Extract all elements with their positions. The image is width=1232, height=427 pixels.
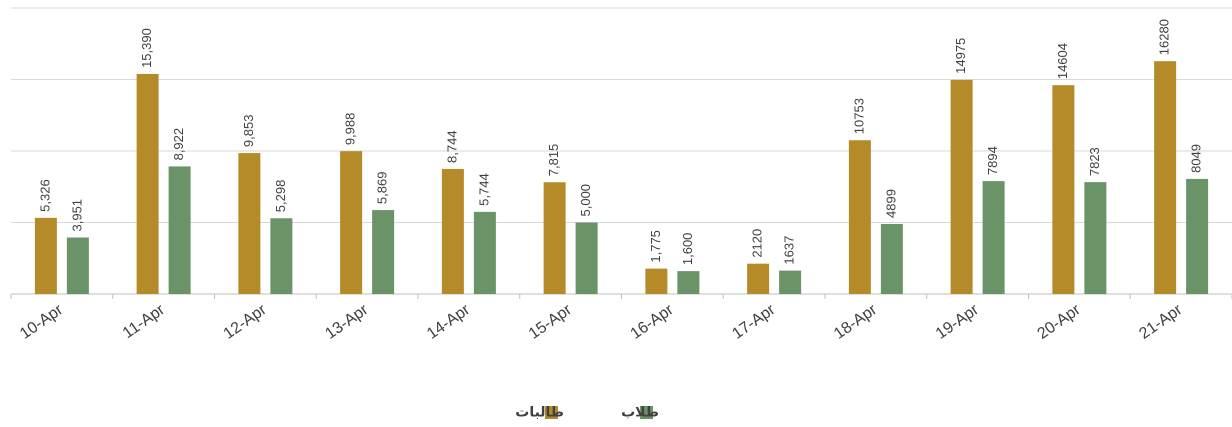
bar (34, 217, 57, 294)
value-label: 7823 (1087, 147, 1102, 176)
bar (848, 140, 871, 294)
value-label: 1,600 (680, 233, 695, 266)
value-label: 15,390 (139, 28, 154, 68)
value-label: 2120 (750, 229, 765, 258)
x-tick-label: 20-Apr (1035, 301, 1085, 343)
value-label: 5,000 (578, 184, 593, 217)
value-label: 4899 (883, 189, 898, 218)
bar (473, 211, 496, 294)
bar (677, 271, 700, 294)
bar (543, 182, 566, 294)
bar (168, 166, 191, 294)
bar (136, 73, 159, 294)
legend-label: طالبات (515, 404, 564, 420)
bar (880, 223, 903, 294)
value-label: 1,775 (648, 230, 663, 263)
bar (1186, 178, 1209, 294)
x-tick-label: 16-Apr (628, 301, 678, 343)
value-label: 14604 (1055, 43, 1070, 79)
bar (747, 263, 770, 294)
bar (340, 151, 363, 294)
value-label: 8,922 (171, 128, 186, 161)
x-tick-label: 17-Apr (729, 301, 779, 343)
value-label: 10753 (851, 98, 866, 134)
x-tick-label: 13-Apr (322, 301, 372, 343)
bar (66, 237, 89, 294)
value-label: 16280 (1157, 19, 1172, 55)
bar (372, 210, 395, 294)
value-label: 7,815 (546, 144, 561, 177)
bar (270, 218, 293, 294)
value-label: 14975 (953, 38, 968, 74)
x-tick-label: 11-Apr (120, 301, 169, 342)
value-label: 5,298 (273, 180, 288, 213)
value-label: 8,744 (444, 130, 459, 163)
legend-label: طلاب (621, 404, 659, 420)
bar (950, 79, 973, 294)
x-tick-label: 14-Apr (424, 301, 474, 343)
value-label: 8049 (1189, 144, 1204, 173)
value-label: 7894 (985, 146, 1000, 175)
bar (779, 270, 802, 294)
x-tick-label: 12-Apr (221, 301, 271, 343)
x-tick-label: 15-Apr (526, 301, 576, 343)
bar (575, 222, 598, 294)
bar (1052, 85, 1075, 294)
bar (1154, 61, 1177, 294)
legend-swatch (640, 406, 653, 419)
x-tick-label: 19-Apr (933, 301, 983, 343)
value-label: 9,988 (343, 113, 358, 146)
x-tick-label: 21-Apr (1136, 301, 1186, 343)
bar (982, 181, 1005, 294)
value-label: 5,869 (375, 172, 390, 205)
x-tick-label: 10-Apr (17, 301, 67, 343)
legend-swatch (545, 406, 558, 419)
value-label: 1637 (782, 236, 797, 265)
value-label: 5,326 (37, 179, 52, 212)
bar (238, 153, 261, 294)
value-label: 3,951 (69, 199, 84, 232)
bar (441, 168, 464, 294)
bar (1084, 182, 1107, 294)
x-tick-label: 18-Apr (831, 301, 881, 343)
value-label: 9,853 (241, 115, 256, 148)
value-label: 5,744 (476, 173, 491, 206)
bar (645, 268, 668, 294)
